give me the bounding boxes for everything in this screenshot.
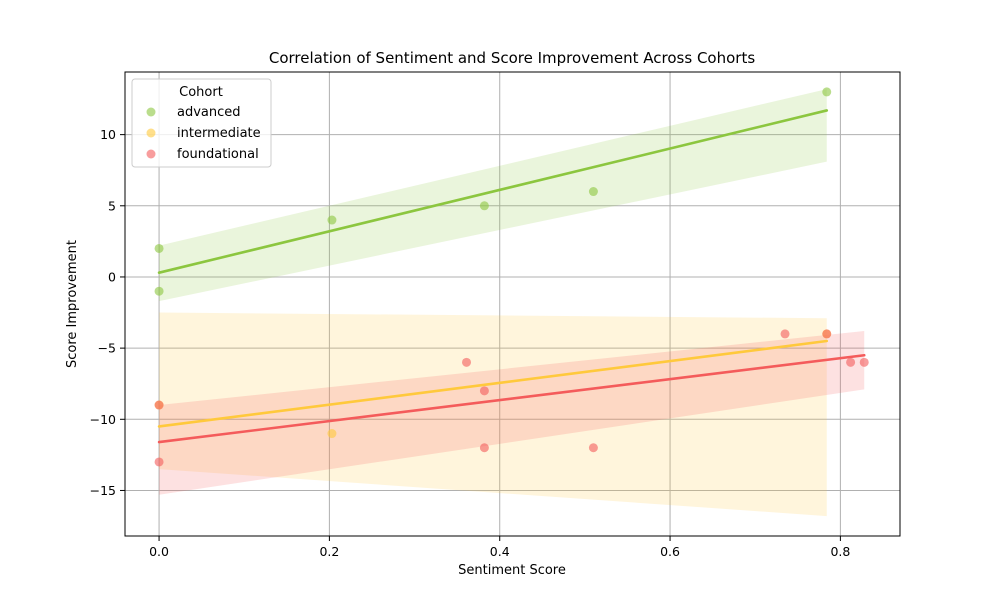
data-point-foundational xyxy=(780,329,790,339)
x-tick-label: 0.8 xyxy=(830,544,850,559)
data-point-foundational xyxy=(154,400,164,410)
axis-ticks-layer: 0.0 0.2 0.4 0.6 0.8 −15 −10 −5 0 5 10 xyxy=(90,127,851,559)
data-point-foundational xyxy=(846,357,856,367)
data-point-advanced xyxy=(588,187,598,197)
y-tick-label: 0 xyxy=(108,269,116,284)
confidence-band-foundational xyxy=(159,331,865,495)
grid-layer xyxy=(125,72,900,536)
scatter-points-layer xyxy=(154,87,869,467)
regression-line-intermediate xyxy=(157,339,829,428)
data-point-foundational xyxy=(479,443,489,453)
y-tick-label: −5 xyxy=(98,341,116,356)
y-tick-label: 5 xyxy=(108,198,116,213)
x-tick-label: 0.4 xyxy=(490,544,510,559)
data-point-foundational xyxy=(588,443,598,453)
x-tick-label: 0.2 xyxy=(319,544,339,559)
x-tick-label: 0.0 xyxy=(149,544,169,559)
legend: Cohort advanced intermediate foundational xyxy=(131,78,272,168)
legend-marker-intermediate xyxy=(146,128,156,138)
x-axis-title: Sentiment Score xyxy=(458,563,566,578)
regression-line-advanced xyxy=(157,109,829,274)
data-point-advanced xyxy=(822,87,832,97)
regression-line-layer xyxy=(157,109,866,444)
y-tick-label: 10 xyxy=(100,127,116,142)
data-point-advanced xyxy=(479,201,489,211)
data-point-foundational xyxy=(462,357,472,367)
legend-marker-advanced xyxy=(146,107,156,117)
legend-label-intermediate: intermediate xyxy=(177,126,261,141)
legend-box xyxy=(131,78,272,168)
confidence-band-advanced xyxy=(159,89,827,302)
data-point-advanced xyxy=(327,215,337,225)
regression-line-foundational xyxy=(157,353,866,444)
legend-title: Cohort xyxy=(179,85,223,100)
legend-marker-foundational xyxy=(146,149,156,159)
chart-title: Correlation of Sentiment and Score Impro… xyxy=(269,49,755,67)
y-axis-title: Score Improvement xyxy=(65,240,80,368)
plot-area-frame xyxy=(124,71,901,537)
legend-entries: advanced intermediate foundational xyxy=(146,105,261,162)
x-tick-label: 0.6 xyxy=(660,544,680,559)
data-point-intermediate xyxy=(327,429,337,439)
y-tick-label: −10 xyxy=(90,412,116,427)
data-point-foundational xyxy=(859,357,869,367)
legend-label-advanced: advanced xyxy=(177,105,241,120)
data-point-foundational xyxy=(479,386,489,396)
legend-label-foundational: foundational xyxy=(177,147,259,162)
data-point-advanced xyxy=(154,286,164,296)
data-point-foundational xyxy=(822,329,832,339)
data-point-foundational xyxy=(154,457,164,467)
data-point-advanced xyxy=(154,243,164,253)
y-tick-label: −15 xyxy=(90,483,116,498)
